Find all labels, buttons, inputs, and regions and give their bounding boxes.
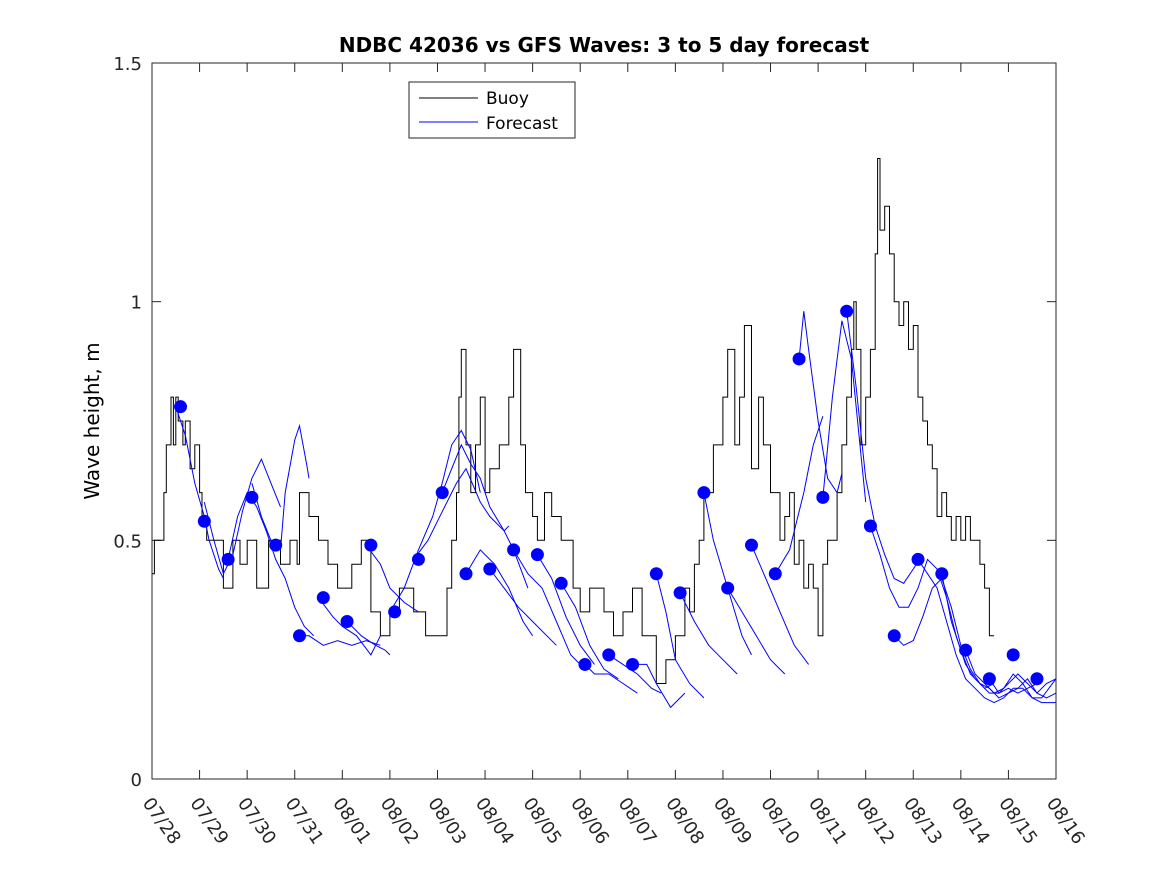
forecast-marker: [1006, 648, 1020, 662]
forecast-line: [441, 443, 529, 589]
forecast-marker: [411, 552, 425, 566]
forecast-marker: [340, 614, 354, 628]
forecast-marker: [245, 490, 259, 504]
forecast-marker: [959, 643, 973, 657]
y-axis-label: Wave height, m: [80, 342, 104, 499]
chart-title: NDBC 42036 vs GFS Waves: 3 to 5 day fore…: [339, 33, 870, 57]
forecast-marker: [316, 591, 330, 605]
forecast-line: [294, 635, 381, 646]
y-tick-label: 1: [131, 293, 142, 314]
forecast-line: [465, 549, 534, 637]
forecast-marker: [174, 400, 188, 414]
forecast-line: [251, 423, 310, 552]
forecast-line: [536, 554, 595, 665]
forecast-marker: [483, 562, 497, 576]
forecast-marker: [1030, 672, 1044, 686]
legend: Buoy Forecast: [408, 81, 576, 139]
forecast-line: [632, 663, 686, 709]
forecast-line: [413, 467, 510, 560]
forecast-line: [679, 592, 738, 675]
forecast-line: [608, 654, 662, 694]
forecast-marker: [649, 567, 663, 581]
y-tick-label: 0.5: [113, 531, 142, 552]
forecast-marker: [911, 552, 925, 566]
forecast-marker: [292, 629, 306, 643]
forecast-marker: [697, 486, 711, 500]
forecast-marker: [554, 576, 568, 590]
forecast-line: [774, 416, 824, 574]
series-layer: [152, 158, 1057, 709]
legend-box: [408, 81, 576, 139]
forecast-marker: [792, 352, 806, 366]
forecast-line: [365, 544, 419, 613]
forecast-marker: [935, 567, 949, 581]
forecast-line: [798, 311, 843, 494]
forecast-line: [869, 525, 995, 689]
forecast-marker: [507, 543, 521, 557]
forecast-marker: [269, 538, 283, 552]
forecast-marker: [364, 538, 378, 552]
forecast-marker: [721, 581, 735, 595]
forecast-marker: [982, 672, 996, 686]
forecast-line: [965, 649, 1057, 699]
forecast-marker: [744, 538, 758, 552]
forecast-line: [389, 429, 481, 613]
forecast-marker: [768, 567, 782, 581]
forecast-marker: [578, 657, 592, 671]
forecast-line: [560, 583, 619, 680]
forecast-line: [489, 568, 557, 646]
forecast-line: [655, 573, 705, 699]
forecast-marker: [626, 657, 640, 671]
forecast-marker: [840, 304, 854, 318]
forecast-marker: [816, 490, 830, 504]
forecast-marker: [887, 629, 901, 643]
forecast-line: [917, 559, 1056, 704]
forecast-marker: [197, 514, 211, 528]
forecast-line: [751, 544, 810, 665]
legend-buoy-label: Buoy: [486, 89, 529, 109]
y-tick-label: 1.5: [113, 54, 142, 75]
forecast-marker: [530, 548, 544, 562]
forecast-line: [584, 664, 638, 694]
forecast-line: [513, 549, 581, 665]
forecast-line: [203, 457, 281, 576]
forecast-line: [988, 673, 1057, 694]
legend-forecast-label: Forecast: [486, 114, 558, 134]
forecast-marker: [673, 586, 687, 600]
axes-ticks: [151, 62, 1057, 780]
forecast-line: [346, 621, 391, 656]
forecast-line: [822, 320, 867, 503]
y-tick-label: 0: [131, 770, 142, 791]
forecast-line: [846, 311, 924, 584]
forecast-marker: [602, 648, 616, 662]
plot-area: [151, 62, 1057, 780]
forecast-marker: [388, 605, 402, 619]
forecast-marker: [221, 552, 235, 566]
forecast-line: [318, 597, 381, 656]
forecast-marker: [459, 567, 473, 581]
forecast-line: [727, 587, 786, 675]
forecast-marker: [863, 519, 877, 533]
forecast-marker: [435, 486, 449, 500]
